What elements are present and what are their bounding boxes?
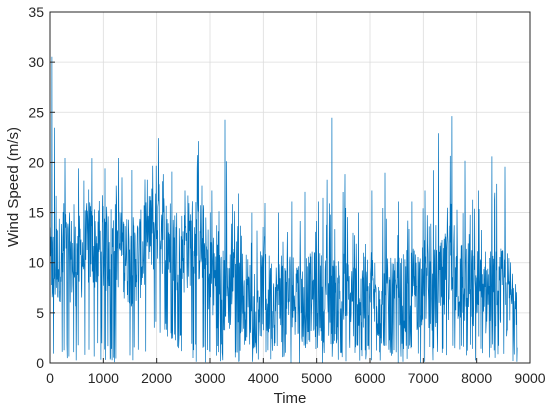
y-tick-label: 0 (36, 355, 44, 371)
plot-frame (49, 11, 531, 364)
x-tick-label: 6000 (354, 370, 385, 386)
y-tick-label: 15 (28, 205, 44, 221)
x-axis-ticks: 0 1000 2000 3000 4000 5000 6000 7000 8000 9000 (46, 358, 546, 386)
x-axis-label: Time (274, 390, 307, 407)
x-tick-label: 2000 (141, 370, 172, 386)
x-tick-label: 0 (46, 370, 54, 386)
x-tick-label: 7000 (408, 370, 439, 386)
x-tick-label: 9000 (514, 370, 545, 386)
series-line-wind-speed (49, 56, 518, 364)
y-tick-label: 5 (36, 305, 44, 321)
x-tick-label: 8000 (461, 370, 492, 386)
y-tick-label: 30 (28, 54, 44, 70)
y-tick-label: 10 (28, 255, 44, 271)
y-axis-ticks: 0 5 10 15 20 25 30 35 (28, 4, 55, 371)
x-tick-label: 5000 (301, 370, 332, 386)
x-tick-label: 1000 (88, 370, 119, 386)
y-tick-label: 25 (28, 104, 44, 120)
x-tick-label: 3000 (194, 370, 225, 386)
y-tick-label: 20 (28, 154, 44, 170)
y-axis-label: Wind Speed (m/s) (5, 127, 22, 247)
x-tick-label: 4000 (248, 370, 279, 386)
y-tick-label: 35 (28, 4, 44, 20)
